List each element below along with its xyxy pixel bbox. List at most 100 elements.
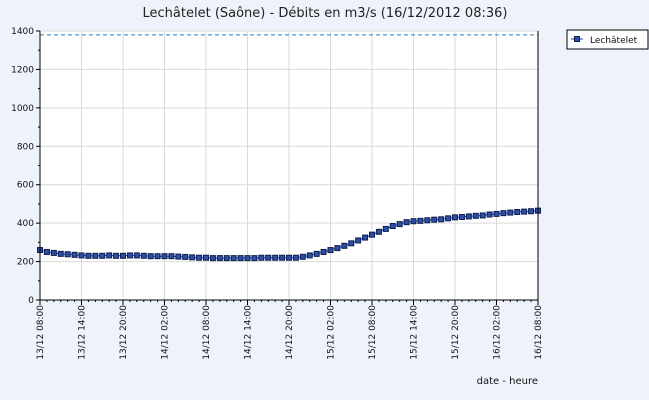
data-point <box>431 216 438 223</box>
data-point <box>265 254 272 261</box>
x-tick-label: 13/12 14:00 <box>78 305 88 360</box>
data-point <box>133 252 140 259</box>
x-tick-label: 15/12 08:00 <box>368 305 378 360</box>
data-point <box>514 208 521 215</box>
data-point <box>458 213 465 220</box>
data-point <box>465 213 472 220</box>
data-point <box>286 254 292 261</box>
data-point <box>92 252 99 259</box>
data-point <box>230 255 237 262</box>
legend: Lechâtelet <box>566 29 649 50</box>
data-point <box>57 250 64 257</box>
data-point <box>182 253 189 260</box>
data-point <box>507 209 514 216</box>
data-point <box>64 251 71 258</box>
data-point <box>320 248 327 255</box>
data-point <box>43 248 50 255</box>
data-point <box>438 216 445 223</box>
y-tick-label: 1000 <box>11 104 34 114</box>
data-point <box>189 254 196 261</box>
x-tick-label: 14/12 08:00 <box>202 305 212 360</box>
data-point <box>500 210 507 217</box>
data-point <box>99 252 106 259</box>
x-tick-label: 16/12 08:00 <box>534 305 544 360</box>
y-tick-label: 400 <box>17 219 34 229</box>
legend-box <box>566 29 649 50</box>
data-point <box>396 221 403 228</box>
x-tick-label: 15/12 20:00 <box>451 305 461 360</box>
data-point <box>313 250 320 257</box>
y-tick-label: 0 <box>28 296 34 306</box>
data-point <box>50 249 57 256</box>
data-point <box>410 218 417 225</box>
data-point <box>161 253 168 260</box>
data-point <box>140 252 147 259</box>
data-point <box>272 254 279 261</box>
data-point <box>341 242 348 249</box>
data-point <box>209 255 216 262</box>
data-point <box>472 212 479 219</box>
y-tick-label: 1200 <box>11 65 34 75</box>
data-point <box>528 208 535 215</box>
data-point <box>175 253 182 260</box>
x-tick-label: 14/12 02:00 <box>161 305 171 360</box>
chart-title: Lechâtelet (Saône) - Débits en m3/s (16/… <box>143 6 508 21</box>
data-point <box>78 252 85 259</box>
data-point <box>85 252 92 259</box>
legend-label: Lechâtelet <box>590 36 638 46</box>
data-point <box>479 212 486 219</box>
x-tick-label: 16/12 02:00 <box>493 305 503 360</box>
x-axis-title: date - heure <box>477 376 538 387</box>
axes <box>36 30 539 305</box>
x-tick-label: 14/12 20:00 <box>285 305 295 360</box>
x-tick-labels: 13/12 08:00 13/12 14:00 13/12 20:00 14/12 0… <box>36 305 544 360</box>
data-point <box>327 247 334 254</box>
data-point <box>493 210 500 217</box>
data-point <box>237 255 244 262</box>
data-point <box>306 252 313 259</box>
data-point <box>216 255 223 262</box>
data-point <box>521 208 528 215</box>
data-point <box>445 215 452 222</box>
data-point <box>486 211 493 218</box>
data-point <box>203 254 209 261</box>
data-point <box>417 217 424 224</box>
y-tick-labels: 0 200 400 600 800 1000 1200 1400 <box>11 27 34 306</box>
data-point <box>251 255 258 262</box>
data-point <box>348 240 355 247</box>
data-point <box>244 255 251 262</box>
x-tick-label: 13/12 20:00 <box>119 305 129 360</box>
data-point <box>334 245 341 252</box>
data-point <box>120 252 126 259</box>
data-point <box>126 252 133 259</box>
data-point <box>106 252 113 259</box>
y-tick-label: 800 <box>17 142 34 152</box>
data-point <box>424 217 431 224</box>
y-tick-label: 600 <box>17 181 34 191</box>
data-point <box>147 253 154 260</box>
data-point <box>292 254 299 261</box>
x-tick-label: 15/12 14:00 <box>410 305 420 360</box>
x-tick-label: 15/12 02:00 <box>327 305 337 360</box>
data-point <box>154 253 161 260</box>
data-point <box>196 254 203 261</box>
data-point <box>258 254 265 261</box>
data-point <box>403 219 410 226</box>
x-tick-label: 14/12 14:00 <box>244 305 254 360</box>
x-tick-label: 13/12 08:00 <box>36 305 46 360</box>
data-point <box>279 254 286 261</box>
data-point <box>223 255 230 262</box>
data-point <box>362 234 369 241</box>
data-point <box>389 223 396 230</box>
y-tick-label: 200 <box>17 258 34 268</box>
data-point <box>71 251 78 258</box>
legend-marker <box>574 36 580 42</box>
data-point <box>369 231 375 238</box>
data-point <box>452 214 458 221</box>
data-point <box>382 225 389 232</box>
data-point <box>375 228 382 235</box>
data-point <box>355 237 362 244</box>
data-point <box>113 252 120 259</box>
data-point <box>168 253 175 260</box>
data-point <box>299 253 306 260</box>
